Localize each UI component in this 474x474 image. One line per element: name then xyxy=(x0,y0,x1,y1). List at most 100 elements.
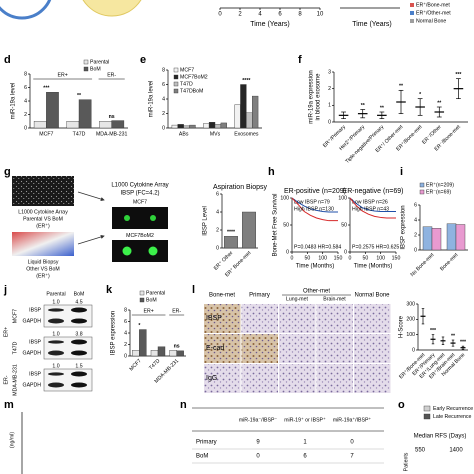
ihc-image xyxy=(354,334,391,363)
row-label: IBSP xyxy=(206,315,222,322)
legend-swatch xyxy=(173,88,179,94)
y-tick-label: 2 xyxy=(328,86,331,92)
panel-label: n xyxy=(180,399,187,411)
significance: *** xyxy=(455,72,462,78)
y-tick-label: 4 xyxy=(216,209,219,215)
y-tick-label: 100 xyxy=(280,195,289,201)
x-tick-label: MCF7 xyxy=(39,131,53,137)
y-tick-label: 0 xyxy=(286,249,289,255)
bar xyxy=(132,350,140,357)
array-caption: Parental VS BoM xyxy=(23,216,63,222)
quantification: 4.5 xyxy=(75,299,82,305)
table-cell: 1 xyxy=(303,440,307,446)
x-tick-label: 8 xyxy=(298,12,302,18)
y-axis-label: miR-19a expression xyxy=(309,70,315,123)
y-axis-label: Bone-Met Free Survival xyxy=(273,193,279,256)
bar xyxy=(183,125,190,129)
table-value: 1400 xyxy=(449,448,463,454)
protein-label: IBSP xyxy=(29,371,41,377)
quantification: 1.0 xyxy=(52,331,59,337)
x-tick-label: 150 xyxy=(392,255,401,261)
protein-label: IBSP xyxy=(29,307,41,313)
significance: ns xyxy=(109,114,115,120)
y-tick-label: 8 xyxy=(124,307,127,313)
panel-label: k xyxy=(106,284,113,296)
y-tick-label: 0 xyxy=(344,249,347,255)
y-axis-label: miR-19a level xyxy=(149,81,155,118)
y-tick-label: 0 xyxy=(414,247,417,253)
bar xyxy=(246,112,253,129)
legend-swatch xyxy=(410,3,414,7)
blot-band xyxy=(48,372,64,376)
survival-curve xyxy=(291,197,338,222)
quantification: 3.8 xyxy=(75,331,82,337)
x-tick-label: 0 xyxy=(349,255,352,261)
blot-band xyxy=(71,371,87,377)
blot-band xyxy=(71,382,87,388)
column-header: Bone-met xyxy=(209,293,235,299)
y-tick-label: 4 xyxy=(162,96,165,102)
group-label: ER+ xyxy=(144,308,154,314)
result-title: L1000 Cytokine Array xyxy=(111,183,168,189)
column-group: Other-met xyxy=(303,289,330,295)
arrow xyxy=(77,235,105,245)
significance: ** xyxy=(437,100,442,106)
bar xyxy=(78,99,92,129)
array-spot xyxy=(148,246,158,256)
significance: ** xyxy=(399,84,404,90)
ihc-image xyxy=(279,334,316,363)
array-blot xyxy=(112,207,168,229)
legend-label: Low IBSP n=79 xyxy=(294,199,330,205)
y-tick-label: 4 xyxy=(24,98,27,104)
survival-curve xyxy=(349,197,396,219)
biopsy-caption: Liquid Biopsy xyxy=(28,259,59,265)
y-tick-label: 0 xyxy=(412,347,415,353)
bar xyxy=(446,223,457,251)
ihc-image xyxy=(316,304,353,333)
array-spot xyxy=(122,246,132,256)
panel-label: o xyxy=(398,399,405,411)
bar xyxy=(177,124,184,129)
legend-label: Normal Bone xyxy=(416,18,446,24)
blot-band xyxy=(48,382,64,388)
x-tick-label: MDA-MB-231 xyxy=(96,131,128,137)
lane-header: BoM xyxy=(74,291,85,297)
legend-label: MCF7BoM2 xyxy=(180,74,208,80)
y-tick-label: 0 xyxy=(328,119,331,125)
y-tick-label: 2 xyxy=(162,111,165,117)
biopsy-caption: (ER⁺) xyxy=(36,273,50,279)
lane-header: Parental xyxy=(46,291,65,297)
x-axis-label: Time (Years) xyxy=(352,21,392,28)
ihc-image xyxy=(279,364,316,393)
y-tick-label: 6 xyxy=(414,202,417,208)
array-caption: L1000 Cytokine Array xyxy=(18,209,68,215)
cell-line-label: MCF7 xyxy=(12,309,18,323)
y-tick-label: 2 xyxy=(216,227,219,233)
bar xyxy=(208,121,216,129)
survival-curve xyxy=(291,197,338,213)
table-header: miR-19⁺ or IBSP⁺ xyxy=(284,417,326,423)
panel-label: m xyxy=(4,399,14,411)
y-axis-label: IBSP expression xyxy=(401,205,407,249)
panel-label: d xyxy=(4,54,11,66)
bar xyxy=(240,84,247,129)
legend-swatch xyxy=(83,59,89,65)
array-spot xyxy=(124,215,130,221)
bar xyxy=(220,122,227,129)
y-tick-label: 6 xyxy=(124,319,127,325)
table-row-label: BoM xyxy=(196,454,208,460)
ihc-image xyxy=(354,364,391,393)
cell-label: MCF7BoM2 xyxy=(126,233,154,239)
x-tick-label: 50 xyxy=(362,255,368,261)
legend-label: T47DBoM xyxy=(180,88,203,94)
x-axis-label: Time (Months) xyxy=(354,264,392,270)
decor-ring xyxy=(0,0,52,20)
quantification: 1.5 xyxy=(75,363,82,369)
x-axis-label: Time (Years) xyxy=(250,21,290,28)
y-axis-label: IBSP expression xyxy=(111,311,117,355)
group-label: ER+ xyxy=(58,72,68,78)
bar xyxy=(99,121,112,129)
legend-label: ER⁺/Bone-met xyxy=(416,2,450,8)
table-cell: 6 xyxy=(303,454,307,460)
